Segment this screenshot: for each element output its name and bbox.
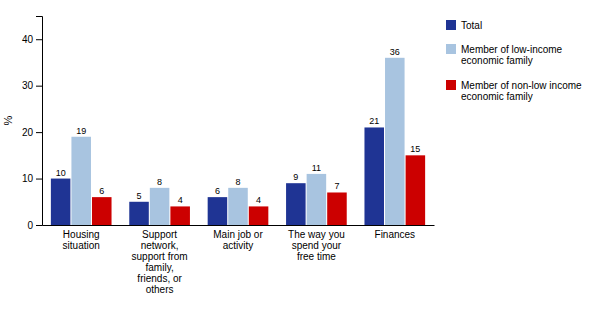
y-tick-mark	[36, 225, 42, 226]
bar	[307, 174, 327, 225]
x-tick-label-line: Finances	[375, 229, 416, 240]
data-label: 4	[256, 195, 261, 205]
legend-label-line: economic family	[461, 91, 533, 102]
x-tick-label-line: Support	[142, 229, 177, 240]
legend-label-line: Total	[461, 20, 482, 31]
x-tick-label-line: free time	[297, 251, 336, 262]
x-tick: The way youspend yourfree time	[288, 229, 345, 262]
data-label: 7	[334, 181, 339, 191]
x-tick: Supportnetwork,support fromfamily,friend…	[132, 229, 188, 295]
y-tick-mark	[36, 39, 42, 40]
y-tick: 20	[22, 127, 42, 138]
legend-label: Member of low-incomeeconomic family	[461, 44, 563, 67]
legend-swatch	[446, 44, 456, 54]
data-label: 36	[390, 47, 400, 57]
bar-series	[71, 58, 404, 225]
bar	[228, 188, 248, 225]
x-tick-label: Main job oractivity	[213, 229, 263, 251]
data-label: 4	[178, 195, 183, 205]
legend-label-line: Member of low-income	[461, 44, 563, 55]
data-labels: 10 5 6 9 21 19 8 8 11 36 6 4 4 7 15	[56, 47, 421, 206]
data-label: 8	[157, 177, 162, 187]
x-tick-label-line: activity	[223, 240, 254, 251]
y-axis-line	[36, 17, 43, 226]
y-tick-label: 20	[22, 127, 34, 138]
x-tick-label-line: The way you	[288, 229, 345, 240]
x-tick-label-line: situation	[63, 240, 100, 251]
data-label: 15	[410, 144, 420, 154]
x-tick-label-line: support from	[132, 251, 188, 262]
legend-label-line: economic family	[461, 55, 533, 66]
x-tick-label: Housingsituation	[63, 229, 100, 251]
legend-label-line: Member of non-low income	[461, 80, 582, 91]
x-tick-label-line: spend your	[292, 240, 342, 251]
y-tick-mark	[36, 179, 42, 180]
bar-series	[51, 127, 384, 225]
y-tick-label: 0	[27, 220, 33, 231]
plot-area: 0 10 20 30 40 Housingsituation Supportnetwork,…	[2, 17, 435, 296]
bar	[406, 155, 426, 225]
legend-label: Member of non-low incomeeconomic family	[461, 80, 582, 103]
y-tick: 40	[22, 34, 42, 45]
bar-series	[92, 155, 425, 225]
x-tick-label: Supportnetwork,support fromfamily,friend…	[132, 229, 188, 295]
bars	[51, 58, 425, 225]
data-label: 5	[137, 191, 142, 201]
x-tick-label-line: others	[146, 284, 174, 295]
data-label: 9	[293, 172, 298, 182]
legend: TotalMember of low-incomeeconomic family…	[446, 20, 582, 103]
legend-item: Total	[446, 20, 482, 31]
legend-swatch	[446, 20, 456, 30]
x-tick-label-line: network,	[141, 240, 179, 251]
x-tick-label: The way youspend yourfree time	[288, 229, 345, 262]
data-label: 19	[76, 126, 86, 136]
bar	[71, 137, 91, 225]
y-tick-mark	[36, 86, 42, 87]
legend-label: Total	[461, 20, 482, 31]
data-label: 21	[369, 116, 379, 126]
data-label: 8	[235, 177, 240, 187]
bar	[51, 179, 71, 225]
x-tick: Main job oractivity	[213, 229, 263, 251]
data-label: 10	[56, 168, 66, 178]
bar	[385, 58, 405, 225]
y-tick: 30	[22, 80, 42, 91]
bar	[364, 127, 384, 225]
x-tick-label-line: Main job or	[213, 229, 263, 240]
bar	[92, 197, 112, 225]
data-label: 6	[215, 186, 220, 196]
x-tick: Housingsituation	[63, 229, 100, 251]
y-tick-label: 10	[22, 173, 34, 184]
legend-item: Member of non-low incomeeconomic family	[446, 80, 582, 103]
y-tick-mark	[36, 132, 42, 133]
x-tick-label-line: Housing	[63, 229, 100, 240]
bar	[327, 192, 347, 225]
bar	[286, 183, 306, 225]
data-label: 11	[312, 163, 321, 173]
bar	[208, 197, 228, 225]
x-tick-label: Finances	[375, 229, 416, 240]
legend-item: Member of low-incomeeconomic family	[446, 44, 563, 67]
y-axis-title: %	[2, 115, 14, 125]
x-tick-label-line: family,	[146, 262, 174, 273]
legend-swatch	[446, 80, 456, 90]
bar	[170, 206, 190, 225]
x-tick-label-line: friends, or	[137, 273, 182, 284]
chart: 0 10 20 30 40 Housingsituation Supportnetwork,…	[0, 0, 609, 311]
y-tick-label: 30	[22, 80, 34, 91]
y-tick-label: 40	[22, 34, 34, 45]
bar	[249, 206, 269, 225]
x-axis: Housingsituation Supportnetwork,support f…	[43, 226, 435, 296]
x-tick: Finances	[375, 229, 416, 240]
x-axis-line	[43, 225, 435, 226]
y-tick: 0	[27, 220, 42, 231]
bar	[129, 202, 149, 225]
data-label: 6	[99, 186, 104, 196]
bar	[150, 188, 170, 225]
y-tick: 10	[22, 173, 42, 184]
y-axis: 0 10 20 30 40	[22, 17, 43, 231]
